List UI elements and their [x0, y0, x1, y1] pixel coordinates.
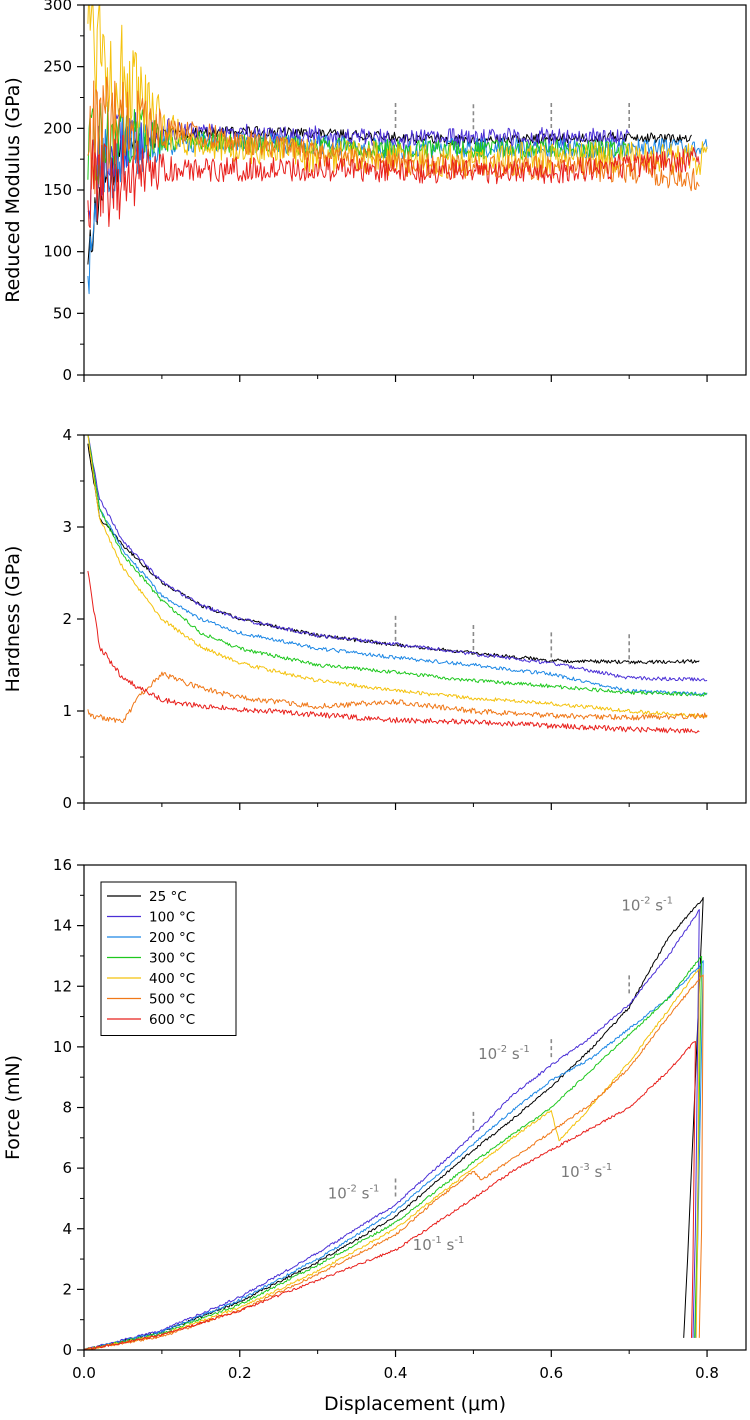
y-tick-label: 0: [62, 366, 72, 384]
y-tick-label: 4: [62, 426, 72, 444]
strain-rate-label: 10-2 s-1: [478, 1044, 530, 1063]
series-group: [84, 897, 704, 1350]
series-line: [87, 134, 700, 229]
strain-rate-label: 10-3 s-1: [561, 1162, 613, 1181]
x-tick-label: 0.4: [384, 1364, 408, 1382]
series-line: [84, 955, 703, 1350]
strain-rate-label: 10-2 s-1: [328, 1183, 380, 1202]
y-tick-label: 12: [53, 977, 72, 995]
y-tick-label: 1: [62, 702, 72, 720]
series-line: [84, 1041, 696, 1350]
y-tick-label: 8: [62, 1099, 72, 1117]
series-line: [87, 126, 692, 265]
hardness-panel: 0 1 2 3 4 Hardness (GPa): [2, 426, 747, 812]
x-tick-label: 0.6: [539, 1364, 563, 1382]
x-tick-label: 0.0: [72, 1364, 96, 1382]
legend-label: 25 °C: [149, 889, 187, 905]
plot-frame: [83, 434, 747, 804]
series-group: [87, 435, 708, 734]
y-tick-label: 0: [62, 794, 72, 812]
strain-rate-label: 10-2 s-1: [621, 895, 673, 914]
y-tick-label: 2: [62, 610, 72, 628]
y-tick-label: 2: [62, 1280, 72, 1298]
series-line: [87, 435, 708, 718]
y-tick-label: 3: [62, 518, 72, 536]
legend-box: [100, 881, 237, 1036]
y-tick-label: 200: [43, 119, 72, 137]
strain-rate-label: 10-1 s-1: [413, 1235, 465, 1254]
series-line: [87, 5, 708, 177]
legend-label: 600 °C: [149, 1012, 195, 1028]
series-group: [87, 5, 708, 295]
y-tick-label: 4: [62, 1220, 72, 1238]
x-tick-label: 0.2: [228, 1364, 252, 1382]
series-line: [87, 435, 708, 696]
y-tick-label: 0: [62, 1341, 72, 1359]
y-axis-title: Hardness (GPa): [2, 546, 24, 693]
series-line: [84, 909, 700, 1350]
series-line: [87, 443, 700, 665]
y-tick-label: 50: [53, 304, 72, 322]
legend-label: 500 °C: [149, 992, 195, 1008]
y-tick-label: 6: [62, 1159, 72, 1177]
series-line: [87, 671, 708, 723]
y-tick-label: 10: [53, 1038, 72, 1056]
plot-frame: [83, 4, 747, 376]
series-line: [87, 435, 708, 697]
y-tick-label: 250: [43, 58, 72, 76]
y-tick-label: 100: [43, 243, 72, 261]
y-tick-label: 14: [53, 917, 72, 935]
x-tick-label: 0.8: [695, 1364, 719, 1382]
legend-label: 200 °C: [149, 930, 195, 946]
y-tick-label: 150: [43, 181, 72, 199]
reduced-modulus-panel: 0 50 100 150 200 250 300 Reduced Modulus (GPa): [2, 0, 747, 384]
series-line: [87, 570, 700, 734]
force-panel: 0 2 4 6 8 10 12 14 16 0.0 0.2 0.4 0.6 0.8 Force (mN) Di…: [2, 856, 747, 1415]
legend: 25 °C 100 °C 200 °C 300 °C 400 °C 500 °C 600 °…: [100, 881, 237, 1036]
legend-label: 300 °C: [149, 951, 195, 967]
y-axis-title: Force (mN): [2, 1055, 24, 1160]
legend-label: 400 °C: [149, 971, 195, 987]
y-axis-title: Reduced Modulus (GPa): [2, 77, 24, 303]
series-line: [87, 435, 708, 682]
y-tick-label: 16: [53, 856, 72, 874]
legend-label: 100 °C: [149, 910, 195, 926]
y-tick-label: 300: [43, 0, 72, 14]
series-line: [84, 960, 704, 1350]
x-axis-title: Displacement (μm): [324, 1393, 506, 1415]
series-line: [84, 974, 704, 1350]
